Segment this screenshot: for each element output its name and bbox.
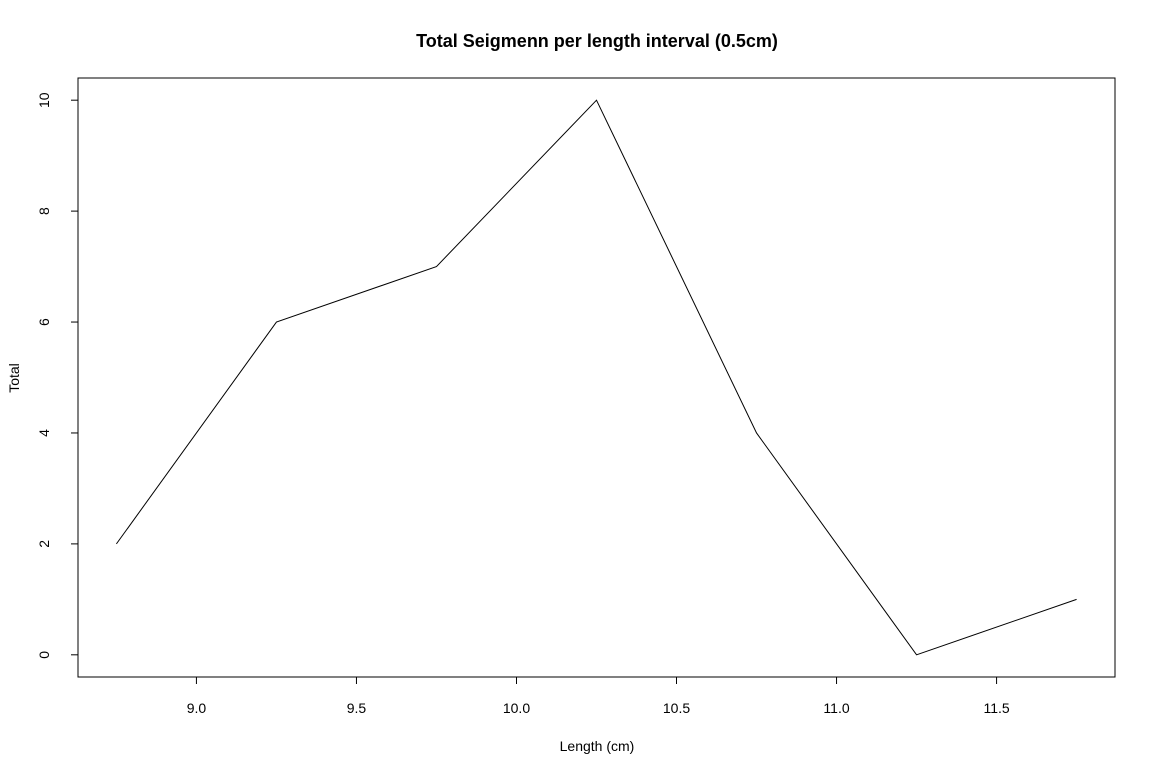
y-tick-label: 2 — [36, 540, 52, 548]
y-tick-label: 8 — [36, 207, 52, 215]
y-tick-label: 6 — [36, 318, 52, 326]
series-line — [116, 99, 1077, 656]
x-tick-label: 9.5 — [347, 700, 367, 716]
chart-title: Total Seigmenn per length interval (0.5c… — [416, 31, 778, 51]
x-tick-label: 11.0 — [823, 700, 849, 716]
x-tick-label: 10.0 — [503, 700, 530, 716]
x-tick-label: 10.5 — [663, 700, 690, 716]
x-axis: 9.0 9.5 10.0 10.5 11.0 11.5 — [187, 677, 1010, 716]
y-tick-label: 0 — [36, 651, 52, 659]
x-axis-label: Length (cm) — [560, 738, 635, 754]
y-axis-label: Total — [6, 363, 22, 393]
x-tick-label: 11.5 — [983, 700, 1009, 716]
plot-frame — [77, 77, 1116, 678]
y-axis: 0 2 4 6 8 10 — [36, 92, 78, 659]
y-tick-label: 10 — [36, 92, 52, 108]
y-tick-label: 4 — [36, 429, 52, 437]
x-tick-label: 9.0 — [187, 700, 207, 716]
